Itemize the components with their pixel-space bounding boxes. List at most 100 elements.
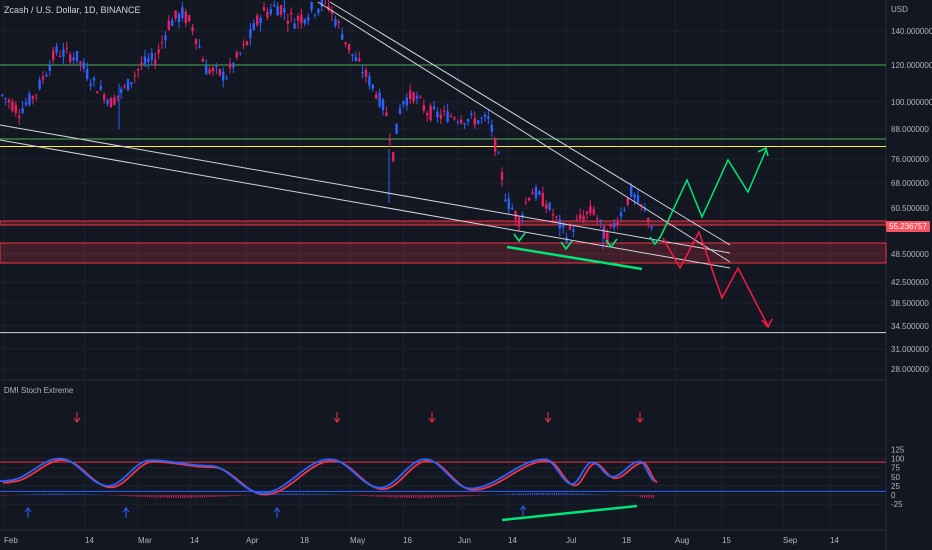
time-tick-label: Mar — [138, 536, 152, 545]
time-tick-label: 14 — [190, 536, 199, 545]
candle-body — [640, 204, 643, 206]
candle-body — [490, 124, 493, 132]
candle-body — [18, 115, 21, 118]
candle-body — [528, 197, 531, 201]
price-tick-label: 48.500000 — [891, 250, 929, 259]
candle-body — [89, 83, 92, 86]
price-tick-label: 38.500000 — [891, 299, 929, 308]
candle-body — [167, 20, 170, 30]
candle-body — [473, 118, 476, 126]
candle-body — [487, 116, 490, 119]
time-tick-label: 18 — [622, 536, 631, 545]
candle-body — [494, 137, 497, 152]
candle-body — [344, 41, 347, 44]
candle-body — [256, 15, 259, 25]
candle-body — [262, 7, 266, 11]
candle-body — [184, 11, 187, 24]
candle-body — [157, 49, 160, 54]
price-axis[interactable]: 140.000000 120.000000 100.000000 88.000000 7… — [891, 27, 932, 374]
candle-body — [296, 15, 300, 21]
candle-body — [466, 119, 470, 122]
stoch-main-line — [0, 457, 655, 495]
sell-arrow-icon — [636, 412, 644, 423]
candle-body — [347, 44, 351, 51]
projection-arrows — [659, 146, 773, 329]
sell-arrow-icon — [73, 412, 81, 423]
candle-body — [218, 69, 221, 76]
time-tick-label: 14 — [85, 536, 94, 545]
candle-body — [330, 10, 334, 14]
time-tick-label: Aug — [675, 536, 689, 545]
candle-body — [381, 99, 385, 111]
candle-body — [174, 10, 177, 19]
candle-body — [636, 195, 640, 203]
candle-body — [4, 98, 7, 100]
indicator-tick-label: 75 — [891, 464, 900, 473]
candle-body — [460, 119, 463, 124]
red-zone-lower — [0, 242, 887, 264]
candle-body — [334, 19, 337, 27]
resistance-zones — [0, 220, 887, 264]
candle-body — [31, 96, 34, 100]
candle-body — [194, 39, 198, 45]
candle-body — [75, 50, 79, 62]
candle-body — [585, 211, 589, 214]
candle-body — [327, 5, 330, 10]
candle-body — [633, 194, 636, 199]
candle-body — [143, 56, 147, 64]
buy-arrow-icon — [519, 505, 527, 516]
candle-body — [137, 69, 140, 71]
candle-body — [375, 94, 378, 99]
candle-body — [592, 209, 595, 215]
candle-body — [504, 199, 507, 202]
time-tick-label: 16 — [403, 536, 412, 545]
candle-body — [351, 54, 354, 56]
candle-body — [534, 187, 538, 199]
candle-body — [531, 192, 534, 195]
candle-body — [154, 59, 157, 65]
indicator-tick-label: 0 — [891, 491, 896, 500]
price-tick-label: 31.000000 — [891, 345, 929, 354]
candle-body — [79, 61, 82, 64]
time-tick-label: May — [350, 536, 365, 545]
candle-body — [232, 62, 235, 68]
trendlines — [0, 1, 731, 271]
candle-body — [249, 29, 252, 39]
candle-body — [599, 219, 602, 223]
candle-body — [82, 62, 85, 69]
candle-body — [130, 82, 133, 85]
candle-body — [286, 20, 289, 24]
sell-arrow-icon — [428, 412, 436, 423]
candle-body — [562, 223, 565, 228]
time-axis[interactable]: Feb 14 Mar 14 Apr 18 May 16 Jun 14 Jul 18 Aug 15 Sep 14 — [4, 536, 839, 545]
indicator-title[interactable]: DMI Stoch Extreme — [4, 386, 74, 395]
candle-body — [364, 70, 368, 77]
candle-body — [572, 229, 575, 232]
candle-body — [266, 11, 269, 18]
candle-body — [606, 232, 609, 245]
candle-body — [52, 50, 55, 60]
candle-body — [65, 47, 68, 49]
symbol-title[interactable]: Zcash / U.S. Dollar, 1D, BINANCE — [4, 5, 141, 15]
candle-body — [239, 52, 242, 54]
candle-body — [378, 92, 381, 107]
trendline — [0, 139, 731, 269]
candle-body — [113, 97, 116, 105]
candle-body — [123, 85, 126, 87]
candle-body — [596, 218, 599, 220]
candle-body — [371, 84, 374, 89]
bullish-projection — [659, 149, 767, 239]
candle-body — [116, 95, 119, 97]
candle-body — [354, 57, 357, 62]
candle-body — [392, 151, 395, 162]
candle-body — [293, 23, 296, 29]
indicator-tick-label: 125 — [891, 445, 905, 454]
candle-body — [235, 52, 238, 58]
candle-body — [109, 98, 113, 108]
candle-body — [7, 99, 11, 103]
candle-body — [1, 94, 4, 96]
candle-body — [310, 2, 313, 10]
price-tick-label: 28.000000 — [891, 365, 929, 374]
